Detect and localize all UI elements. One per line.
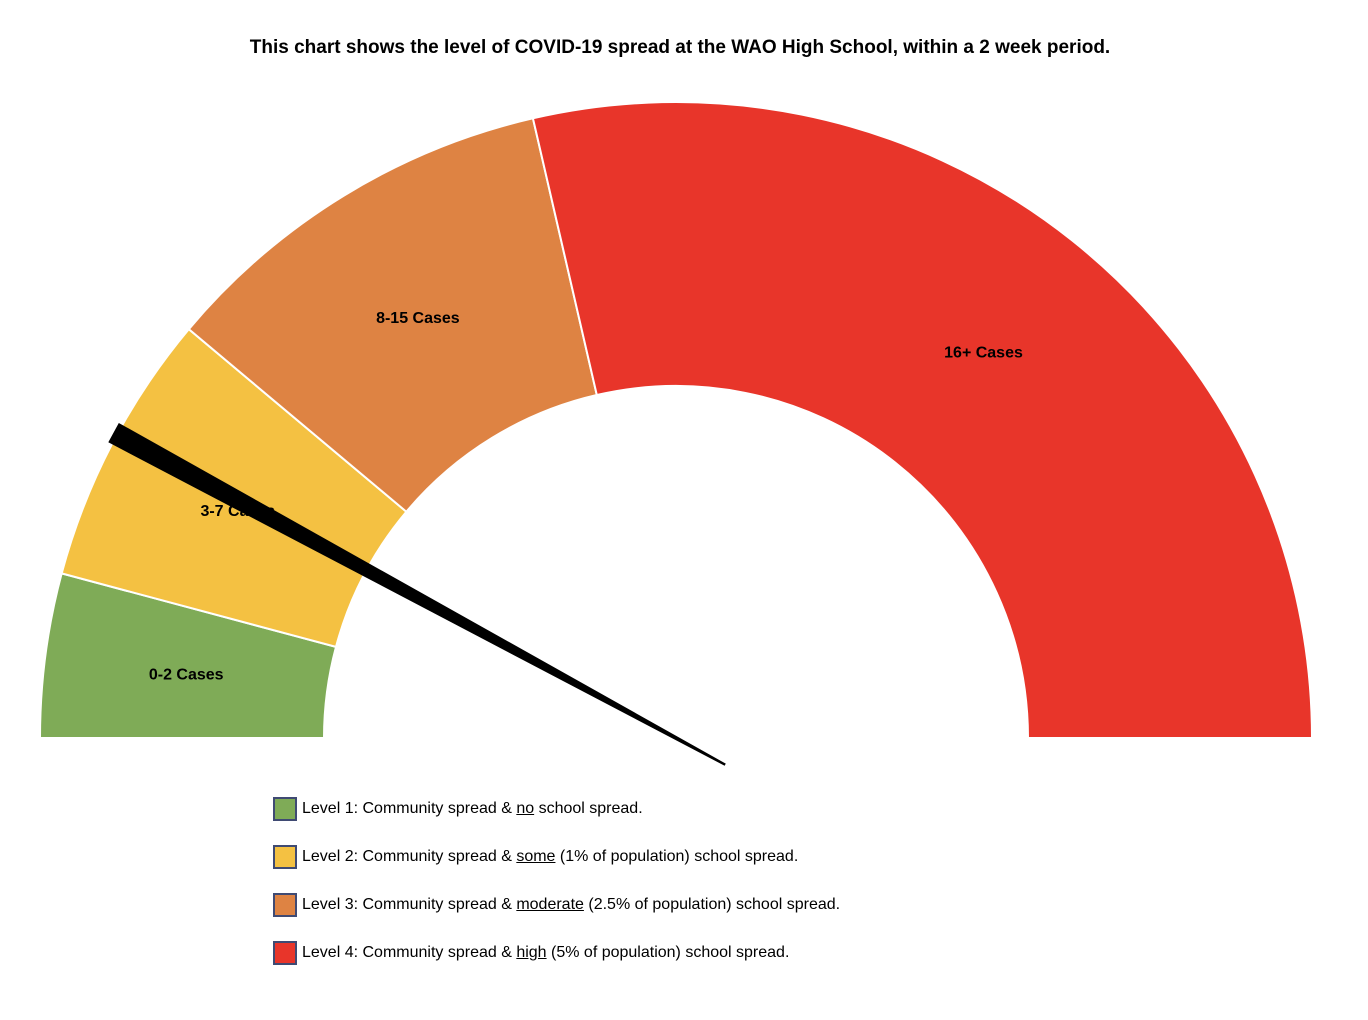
chart-title: This chart shows the level of COVID-19 s… (250, 37, 1110, 58)
gauge-segments (38, 101, 1314, 739)
legend: Level 1: Community spread & no school sp… (273, 795, 840, 987)
legend-item-level-1: Level 1: Community spread & no school sp… (273, 795, 840, 823)
legend-item-level-3: Level 3: Community spread & moderate (2.… (273, 891, 840, 919)
legend-text-level-1: Level 1: Community spread & no school sp… (302, 800, 643, 817)
gauge-segment-16-cases (531, 101, 1314, 739)
segment-label-3-7-cases: 3-7 Cases (200, 503, 275, 520)
legend-item-level-2: Level 2: Community spread & some (1% of … (273, 843, 840, 871)
legend-swatch-level-3 (273, 893, 297, 917)
legend-swatch-level-1 (273, 797, 297, 821)
legend-swatch-level-2 (273, 845, 297, 869)
legend-item-level-4: Level 4: Community spread & high (5% of … (273, 939, 840, 967)
legend-text-level-2: Level 2: Community spread & some (1% of … (302, 848, 799, 865)
gauge-segment-8-15-cases (187, 117, 599, 514)
gauge-labels: 0-2 Cases 3-7 Cases 8-15 Cases 16+ Cases (149, 310, 1023, 684)
segment-label-8-15-cases: 8-15 Cases (376, 310, 460, 327)
segment-label-16-cases: 16+ Cases (944, 344, 1023, 361)
gauge-needle-layer (108, 422, 726, 766)
segment-label-0-2-cases: 0-2 Cases (149, 667, 224, 684)
gauge-needle (108, 422, 726, 766)
legend-text-level-3: Level 3: Community spread & moderate (2.… (302, 896, 841, 913)
legend-swatch-level-4 (273, 941, 297, 965)
legend-text-level-4: Level 4: Community spread & high (5% of … (302, 944, 790, 961)
